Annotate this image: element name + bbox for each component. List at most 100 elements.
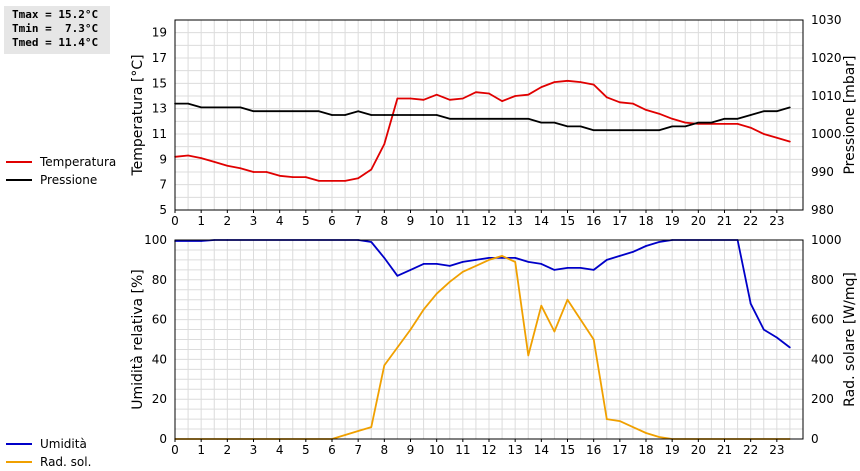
data-point — [619, 129, 621, 131]
y2-tick-label: 1000 — [811, 127, 842, 141]
data-point — [592, 338, 595, 341]
y-tick-label: 13 — [152, 102, 167, 116]
data-point — [187, 102, 189, 105]
data-point — [305, 176, 307, 178]
data-point — [344, 114, 346, 116]
data-point — [501, 100, 503, 102]
data-point — [632, 426, 634, 428]
data-point — [278, 110, 281, 112]
data-point — [645, 245, 647, 247]
tmax-label: Tmax = 15.2°C — [12, 8, 99, 21]
data-point — [488, 92, 490, 95]
data-point — [475, 118, 477, 120]
data-point — [605, 418, 608, 420]
data-point — [252, 110, 255, 112]
data-point — [213, 161, 216, 163]
data-point — [448, 265, 451, 267]
data-point — [462, 261, 464, 263]
data-point — [540, 121, 543, 124]
y2-tick-label: 1010 — [811, 89, 842, 103]
x-tick-label: 16 — [586, 214, 601, 228]
data-point — [632, 102, 634, 105]
legend-item-umidita: Umidità — [6, 435, 91, 453]
data-point — [409, 328, 412, 331]
data-point — [566, 80, 569, 82]
data-point — [671, 125, 673, 128]
data-point — [553, 330, 556, 333]
data-point — [736, 118, 739, 120]
x-tick-label: 2 — [224, 214, 232, 228]
tmed-label: Tmed = 11.4°C — [12, 36, 99, 49]
data-point — [200, 157, 202, 159]
data-point — [527, 261, 530, 263]
data-point — [383, 257, 386, 259]
x-tick-label: 15 — [560, 443, 575, 457]
data-point — [488, 118, 490, 120]
y-axis-title: Umidità relativa [%] — [130, 269, 146, 410]
data-point — [357, 430, 359, 432]
x-tick-label: 1 — [197, 214, 205, 228]
data-point — [789, 106, 791, 109]
data-point — [462, 271, 464, 273]
data-point — [514, 118, 516, 120]
data-point — [462, 97, 464, 100]
x-tick-label: 19 — [665, 443, 680, 457]
y-axis-title: Temperatura [°C] — [130, 54, 146, 176]
x-tick-label: 16 — [586, 443, 601, 457]
data-point — [318, 180, 320, 182]
x-tick-label: 17 — [612, 443, 627, 457]
y2-axis-title: Pressione [mbar] — [842, 55, 858, 174]
data-point — [226, 106, 229, 109]
data-point — [619, 101, 621, 104]
data-point — [749, 302, 752, 305]
data-point — [422, 114, 425, 116]
x-tick-label: 22 — [743, 214, 758, 228]
data-point — [278, 175, 281, 177]
x-tick-label: 21 — [717, 443, 732, 457]
data-point — [291, 176, 294, 178]
data-point — [396, 114, 399, 116]
y2-tick-label: 990 — [811, 165, 834, 179]
data-point — [789, 140, 791, 143]
data-point — [448, 280, 451, 283]
data-point — [658, 241, 660, 243]
data-point — [422, 263, 425, 265]
x-tick-label: 9 — [407, 443, 415, 457]
data-point — [396, 275, 399, 277]
data-point — [527, 118, 530, 120]
data-point — [619, 420, 621, 422]
data-point — [383, 364, 386, 367]
data-point — [579, 318, 582, 321]
x-tick-label: 20 — [691, 443, 706, 457]
x-tick-label: 5 — [302, 443, 310, 457]
data-point — [762, 110, 765, 112]
data-point — [448, 99, 451, 101]
x-tick-label: 9 — [407, 214, 415, 228]
data-point — [645, 129, 647, 131]
data-point — [475, 265, 477, 267]
legend-label-umidita: Umidità — [40, 437, 87, 451]
data-point — [540, 263, 543, 265]
x-tick-label: 23 — [769, 214, 784, 228]
data-point — [370, 168, 373, 171]
x-tick-label: 8 — [381, 214, 389, 228]
data-point — [226, 164, 229, 167]
data-point — [605, 259, 608, 261]
y-tick-label: 19 — [152, 26, 167, 40]
x-tick-label: 10 — [429, 214, 444, 228]
data-point — [331, 114, 333, 116]
data-point — [671, 118, 673, 120]
legend-label-pressione: Pressione — [40, 173, 98, 187]
data-point — [409, 114, 412, 116]
legend-item-temperatura: Temperatura — [6, 153, 116, 171]
x-tick-label: 11 — [455, 214, 470, 228]
x-tick-label: 18 — [638, 443, 653, 457]
data-point — [527, 93, 530, 96]
data-point — [435, 93, 438, 96]
data-point — [305, 110, 307, 112]
data-point — [213, 106, 216, 109]
x-tick-label: 7 — [354, 214, 362, 228]
data-point — [579, 267, 582, 269]
x-tick-label: 3 — [250, 214, 258, 228]
data-point — [762, 328, 765, 331]
